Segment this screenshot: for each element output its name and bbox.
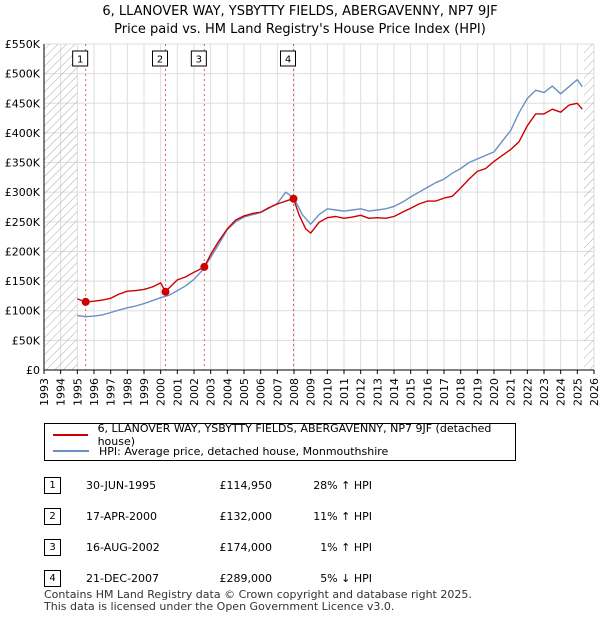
sale-point	[161, 287, 170, 296]
sale-number-box	[190, 50, 207, 67]
x-tick-label: 2020	[488, 378, 501, 406]
sale-row: 1 30-JUN-1995 £114,950 28% ↑ HPI	[44, 470, 372, 501]
sale-date: 16-AUG-2002	[86, 541, 160, 554]
x-tick-label: 1997	[105, 378, 118, 406]
x-tick-label: 1998	[121, 378, 134, 406]
footer: Contains HM Land Registry data © Crown c…	[44, 589, 472, 613]
y-tick-label: £250K	[5, 216, 41, 229]
y-tick-label: £350K	[5, 157, 41, 170]
x-tick-label: 2026	[588, 378, 600, 406]
sale-row: 4 21-DEC-2007 £289,000 5% ↓ HPI	[44, 563, 372, 594]
x-tick-label: 2012	[355, 378, 368, 406]
y-tick-label: £300K	[5, 186, 41, 199]
sale-hpi-diff: 1% ↑ HPI	[320, 541, 372, 554]
sale-number-label: 4	[285, 55, 291, 66]
x-tick-label: 2025	[571, 378, 584, 406]
y-tick-label: £0	[26, 364, 40, 377]
x-tick-label: 2018	[455, 378, 468, 406]
legend: 6, LLANOVER WAY, YSBYTTY FIELDS, ABERGAV…	[44, 422, 516, 461]
x-tick-label: 2019	[471, 378, 484, 406]
sale-price: £114,950	[219, 479, 273, 492]
x-tick-label: 2022	[521, 378, 534, 406]
legend-swatch-hpi	[53, 450, 89, 452]
sales-table: 1 30-JUN-1995 £114,950 28% ↑ HPI 2 17-AP…	[44, 470, 372, 594]
x-tick-label: 2024	[555, 378, 568, 406]
legend-item-hpi: HPI: Average price, detached house, Monm…	[53, 443, 388, 459]
x-tick-label: 1996	[88, 378, 101, 406]
x-tick-label: 2004	[221, 378, 234, 406]
sale-number-badge: 4	[44, 570, 61, 587]
x-tick-label: 2016	[421, 378, 434, 406]
y-tick-label: £450K	[5, 97, 41, 110]
x-tick-label: 2000	[155, 378, 168, 406]
x-tick-label: 2009	[305, 378, 318, 406]
x-tick-label: 1995	[71, 378, 84, 406]
y-tick-label: £150K	[5, 275, 41, 288]
x-tick-label: 2006	[255, 378, 268, 406]
x-tick-label: 2003	[205, 378, 218, 406]
sale-number-badge: 3	[44, 539, 61, 556]
x-tick-label: 2013	[371, 378, 384, 406]
sale-date: 30-JUN-1995	[86, 479, 157, 492]
legend-item-property: 6, LLANOVER WAY, YSBYTTY FIELDS, ABERGAV…	[53, 422, 515, 448]
sale-point	[289, 194, 298, 203]
x-tick-label: 1999	[138, 378, 151, 406]
sale-number-box	[72, 50, 89, 67]
sale-price: £132,000	[219, 510, 273, 523]
hpi-line	[77, 78, 583, 318]
x-tick-label: 2002	[188, 378, 201, 406]
sale-point	[81, 297, 90, 306]
sale-number-box	[280, 50, 296, 67]
sale-hpi-diff: 28% ↑ HPI	[313, 479, 372, 492]
hatched-region	[44, 44, 78, 370]
x-tick-label: 2011	[338, 378, 351, 406]
sale-number-label: 2	[157, 55, 163, 66]
x-tick-label: 1994	[55, 378, 68, 406]
sale-number-box	[152, 50, 168, 67]
x-tick-label: 2017	[438, 378, 451, 406]
sale-hpi-diff: 5% ↓ HPI	[320, 572, 372, 585]
x-tick-label: 2021	[505, 378, 518, 406]
x-tick-label: 2023	[538, 378, 551, 406]
x-tick-label: 1993	[38, 378, 51, 406]
sale-number-label: 1	[77, 55, 83, 66]
sale-number-badge: 1	[44, 477, 61, 494]
legend-label-hpi: HPI: Average price, detached house, Monm…	[99, 444, 389, 458]
legend-label-property: 6, LLANOVER WAY, YSBYTTY FIELDS, ABERGAV…	[97, 422, 492, 448]
hatched-region	[584, 44, 594, 370]
sale-number-badge: 2	[44, 508, 61, 525]
sale-hpi-diff: 11% ↑ HPI	[313, 510, 372, 523]
sale-row: 2 17-APR-2000 £132,000 11% ↑ HPI	[44, 501, 372, 532]
y-tick-label: £100K	[5, 305, 41, 318]
sale-number-label: 3	[196, 55, 202, 66]
sale-point	[200, 262, 209, 271]
y-tick-label: £500K	[5, 68, 41, 81]
sale-date: 17-APR-2000	[86, 510, 158, 523]
x-tick-label: 2001	[171, 378, 184, 406]
legend-swatch-property	[53, 434, 88, 436]
price-chart: 1 2 3 4 £0 £50K £100K £150K £200K £250K £300K £350…	[5, 38, 600, 406]
x-tick-label: 2015	[405, 378, 418, 406]
x-tick-label: 2005	[238, 378, 251, 406]
chart-title-address: 6, LLANOVER WAY, YSBYTTY FIELDS, ABERGAV…	[102, 4, 498, 19]
y-tick-label: £50K	[12, 334, 41, 347]
x-tick-label: 2010	[321, 378, 334, 406]
x-tick-label: 2007	[271, 378, 284, 406]
sale-row: 3 16-AUG-2002 £174,000 1% ↑ HPI	[44, 532, 372, 563]
sale-price: £289,000	[219, 572, 273, 585]
footer-licence: This data is licensed under the Open Gov…	[44, 600, 395, 613]
y-tick-label: £200K	[5, 245, 41, 258]
x-tick-label: 2014	[388, 378, 401, 406]
y-tick-label: £550K	[5, 38, 41, 51]
y-tick-label: £400K	[5, 127, 41, 140]
x-tick-label: 2008	[288, 378, 301, 406]
chart-title-subtitle: Price paid vs. HM Land Registry's House …	[114, 22, 486, 37]
sale-date: 21-DEC-2007	[86, 572, 160, 585]
sale-price: £174,000	[219, 541, 273, 554]
footer-copyright: Contains HM Land Registry data © Crown c…	[44, 588, 472, 601]
